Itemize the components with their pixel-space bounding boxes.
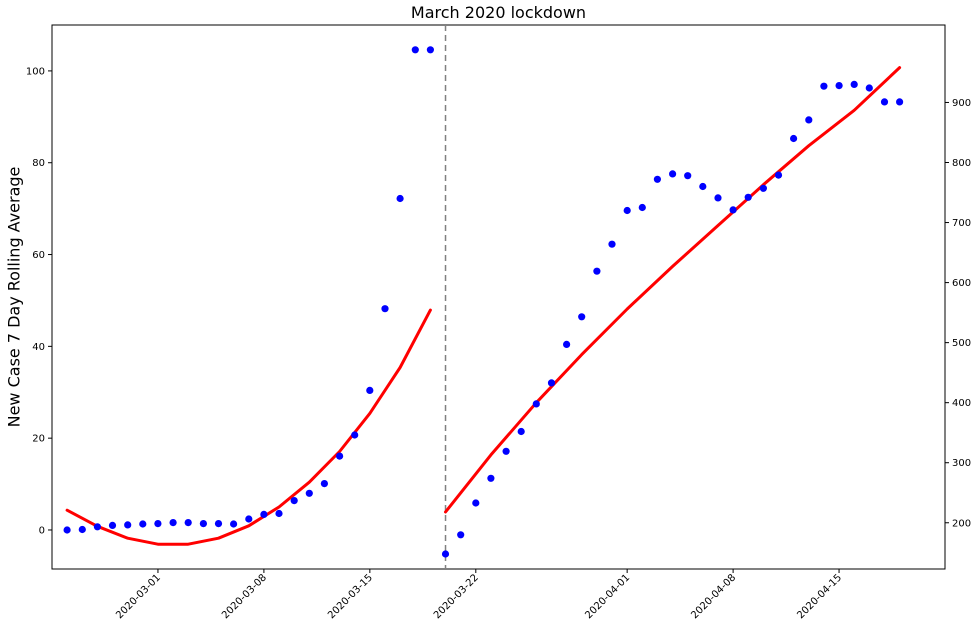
- data-point-left: [336, 452, 344, 460]
- data-point-left: [366, 386, 374, 394]
- x-tick-label: 2020-03-22: [432, 572, 481, 621]
- data-point-left: [260, 510, 268, 518]
- trend-line-left: [65, 308, 432, 546]
- data-point-right: [638, 203, 646, 212]
- data-point-left: [184, 519, 192, 527]
- x-tick-label: 2020-04-08: [689, 572, 738, 621]
- data-point-right: [623, 206, 631, 215]
- data-point-right: [608, 240, 616, 248]
- data-point-right: [714, 194, 722, 202]
- data-point-right: [532, 400, 540, 408]
- data-point-right: [790, 134, 798, 143]
- data-point-right: [835, 82, 843, 90]
- y-right-tick-label: 800: [952, 158, 971, 169]
- y-right-tick-label: 400: [952, 398, 971, 409]
- data-point-right: [774, 171, 783, 179]
- data-point-left: [199, 520, 207, 528]
- data-point-right: [472, 499, 480, 507]
- data-point-right: [578, 313, 586, 321]
- data-point-left: [351, 431, 359, 439]
- y-left-tick-label: 20: [32, 434, 45, 445]
- data-point-right: [684, 172, 692, 180]
- data-point-left: [214, 520, 223, 528]
- data-point-right: [744, 193, 752, 201]
- data-point-left: [275, 509, 283, 518]
- data-point-right: [487, 474, 495, 482]
- y-right-tick-label: 600: [952, 278, 971, 289]
- x-tick-label: 2020-03-08: [220, 572, 269, 621]
- data-point-left: [78, 525, 86, 534]
- y-left-tick-label: 60: [32, 250, 45, 261]
- x-tick-label: 2020-03-15: [326, 572, 375, 621]
- data-point-right: [669, 170, 677, 178]
- data-point-left: [93, 523, 101, 531]
- data-point-left: [381, 305, 389, 313]
- data-point-right: [865, 84, 873, 92]
- y-right-tick-label: 500: [952, 338, 971, 349]
- data-point-left: [63, 526, 71, 534]
- data-point-left: [290, 497, 298, 505]
- data-point-left: [139, 520, 147, 528]
- data-point-right: [896, 98, 904, 106]
- data-point-right: [563, 340, 571, 348]
- y-left-tick-label: 100: [26, 66, 45, 77]
- data-point-left: [108, 521, 117, 530]
- data-point-right: [547, 379, 556, 387]
- y-right-tick-label: 700: [952, 218, 971, 229]
- data-point-left: [169, 519, 177, 527]
- data-point-left: [411, 46, 419, 54]
- chart-title: March 2020 lockdown: [410, 3, 587, 22]
- x-tick-label: 2020-04-15: [795, 572, 844, 621]
- data-point-left: [245, 515, 253, 523]
- data-point-left: [320, 480, 328, 488]
- data-point-left: [426, 46, 434, 54]
- y-left-tick-label: 40: [32, 342, 45, 353]
- y-right-tick-label: 300: [952, 458, 971, 469]
- data-point-right: [457, 531, 465, 539]
- x-tick-label: 2020-03-01: [114, 572, 163, 621]
- data-point-left: [230, 520, 238, 528]
- trend-line-right: [444, 66, 902, 514]
- data-point-right: [880, 98, 889, 106]
- data-point-left: [124, 521, 132, 529]
- data-point-right: [517, 427, 525, 436]
- data-point-left: [396, 194, 404, 203]
- data-point-right: [441, 550, 450, 558]
- y-right-tick-label: 200: [952, 518, 971, 529]
- y-left-tick-label: 80: [32, 158, 45, 169]
- data-point-right: [820, 82, 828, 90]
- y-left-tick-label: 0: [39, 525, 45, 536]
- data-point-right: [653, 175, 662, 183]
- data-point-right: [729, 206, 737, 214]
- data-point-left: [154, 520, 162, 528]
- data-point-right: [805, 116, 813, 124]
- x-tick-label: 2020-04-01: [583, 572, 632, 621]
- data-point-right: [850, 80, 858, 88]
- data-point-right: [502, 447, 510, 455]
- data-point-right: [699, 182, 707, 191]
- data-point-left: [305, 489, 313, 497]
- data-point-right: [759, 184, 768, 192]
- plot-frame: [51, 24, 946, 570]
- y-right-tick-label: 900: [952, 98, 971, 109]
- data-point-right: [593, 267, 601, 275]
